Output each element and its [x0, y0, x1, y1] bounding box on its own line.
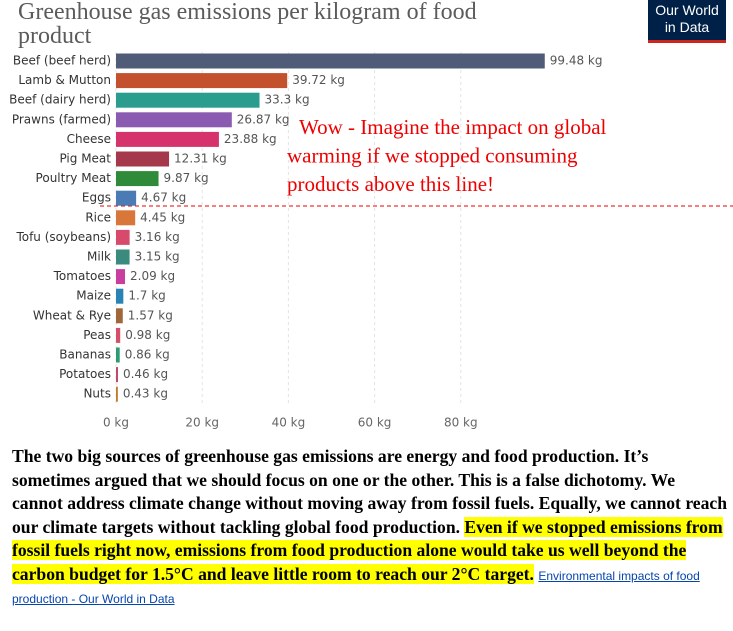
- x-tick-label: 80 kg: [444, 416, 478, 430]
- category-label: Rice: [85, 210, 111, 224]
- category-label: Wheat & Rye: [33, 308, 111, 322]
- bar: [116, 53, 545, 69]
- category-label: Cheese: [67, 132, 111, 146]
- bar: [116, 210, 136, 226]
- value-label: 0.86 kg: [125, 348, 170, 362]
- bar: [116, 269, 126, 285]
- value-label: 0.98 kg: [125, 328, 170, 342]
- value-label: 0.43 kg: [123, 387, 168, 401]
- category-label: Tofu (soybeans): [15, 230, 111, 244]
- x-tick-label: 40 kg: [272, 416, 306, 430]
- value-label: 26.87 kg: [237, 112, 290, 126]
- value-label: 3.16 kg: [135, 230, 180, 244]
- value-label: 9.87 kg: [164, 171, 209, 185]
- value-label: 2.09 kg: [130, 269, 175, 283]
- category-label: Pig Meat: [59, 152, 111, 166]
- x-tick-label: 0 kg: [103, 416, 129, 430]
- value-label: 23.88 kg: [224, 132, 277, 146]
- category-label: Milk: [87, 250, 111, 264]
- category-label: Eggs: [82, 191, 111, 205]
- bar: [116, 190, 137, 206]
- paragraph: The two big sources of greenhouse gas em…: [12, 445, 727, 610]
- category-label: Potatoes: [59, 367, 111, 381]
- value-label: 99.48 kg: [550, 54, 603, 68]
- bar: [116, 171, 159, 187]
- paragraph-text: The two big sources of greenhouse gas em…: [12, 446, 728, 537]
- value-label: 39.72 kg: [292, 73, 345, 87]
- category-label: Tomatoes: [53, 269, 111, 283]
- value-label: 33.3 kg: [265, 93, 310, 107]
- bar: [116, 151, 170, 167]
- category-label: Beef (dairy herd): [9, 93, 111, 107]
- bar: [116, 308, 123, 324]
- value-label: 0.46 kg: [123, 367, 168, 381]
- bar: [116, 229, 130, 245]
- value-label: 4.67 kg: [141, 191, 186, 205]
- bar: [116, 249, 130, 265]
- category-label: Maize: [76, 289, 111, 303]
- category-label: Peas: [83, 328, 111, 342]
- chart-title: Greenhouse gas emissions per kilogram of…: [18, 0, 477, 49]
- bar: [116, 131, 219, 147]
- value-label: 3.15 kg: [135, 250, 180, 264]
- annotation: Wow - Imagine the impact on global: [299, 115, 607, 139]
- bar: [116, 386, 118, 402]
- annotation: warming if we stopped consuming: [287, 143, 578, 167]
- bar: [116, 327, 121, 343]
- bar: [116, 73, 288, 89]
- bar: [116, 112, 232, 128]
- category-label: Lamb & Mutton: [18, 73, 111, 87]
- annotation: products above this line!: [287, 172, 494, 196]
- logo-line: in Data: [664, 19, 710, 35]
- logo-line: Our World: [655, 2, 719, 18]
- source-link[interactable]: Environmental impacts of food production…: [12, 568, 700, 607]
- bar: [116, 288, 124, 304]
- value-label: 4.45 kg: [140, 210, 185, 224]
- value-label: 12.31 kg: [174, 152, 227, 166]
- category-label: Prawns (farmed): [12, 112, 111, 126]
- value-label: 1.7 kg: [128, 289, 165, 303]
- bar: [116, 367, 118, 383]
- category-label: Poultry Meat: [36, 171, 112, 185]
- category-label: Bananas: [59, 348, 111, 362]
- bar: [116, 347, 120, 363]
- x-tick-label: 20 kg: [185, 416, 219, 430]
- bar: [116, 92, 260, 108]
- x-tick-label: 60 kg: [358, 416, 392, 430]
- logo: Our World in Data: [648, 0, 726, 43]
- category-label: Beef (beef herd): [13, 54, 111, 68]
- value-label: 1.57 kg: [128, 308, 173, 322]
- chart: 0 kg 20 kg 40 kg 60 kg 80 kg Beef (beef herd)…: [9, 52, 733, 430]
- category-label: Nuts: [83, 387, 111, 401]
